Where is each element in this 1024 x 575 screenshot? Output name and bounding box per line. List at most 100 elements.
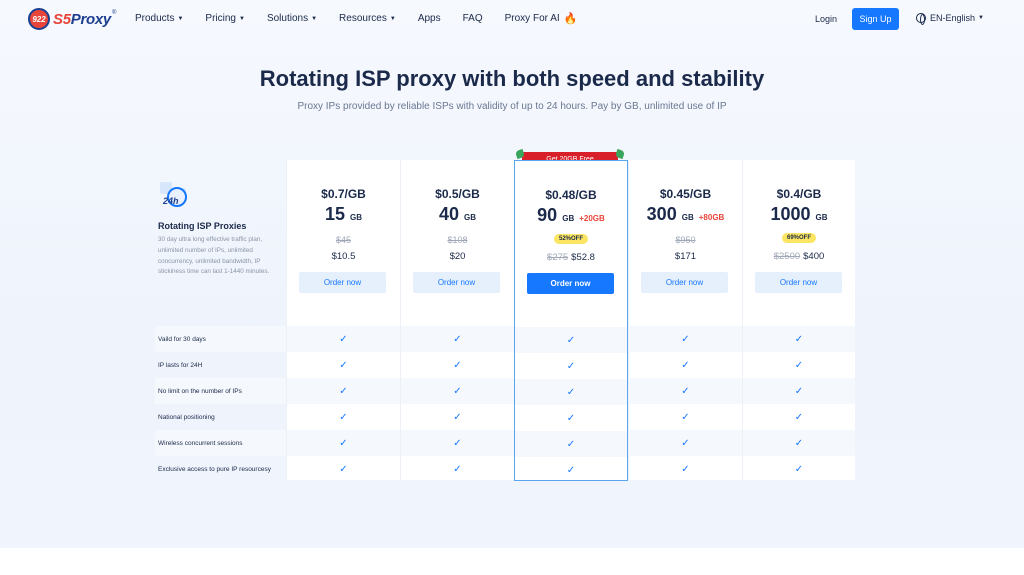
plan-original-price: $45 (335, 235, 352, 245)
check-icon: ✓ (743, 378, 855, 404)
product-info-column: 24h Rotating ISP Proxies 30 day ultra lo… (155, 160, 286, 480)
plan-feature-checks: ✓ ✓ ✓ ✓ ✓ ✓ (401, 326, 514, 482)
plan-current-price: $10.5 (331, 251, 356, 262)
check-icon: ✓ (339, 359, 348, 371)
nav-pricing[interactable]: Pricing ▼ (205, 13, 245, 24)
check-icon: ✓ (681, 463, 690, 475)
feature-label: Wireless concurrent sessions (155, 430, 286, 456)
check-icon: ✓ (681, 359, 690, 371)
check-icon: ✓ (401, 378, 514, 404)
plan-original-price: $950 (675, 235, 696, 245)
plan-card-15gb: $0.7/GB 15 GB $45 $10.5 Order now ✓ ✓ ✓ … (286, 160, 400, 480)
chevron-down-icon: ▼ (311, 15, 318, 22)
nav-apps[interactable]: Apps (417, 13, 441, 24)
plan-feature-checks: ✓ ✓ ✓ ✓ ✓ ✓ (515, 327, 627, 483)
discount-badge: 69%OFF (781, 233, 817, 243)
check-icon: ✓ (743, 326, 855, 352)
pricing-table: 24h Rotating ISP Proxies 30 day ultra lo… (155, 160, 855, 481)
plan-size: 40 GB (438, 204, 477, 224)
check-icon: ✓ (566, 360, 576, 372)
plan-card-300gb: $0.45/GB 300 GB +80GB $950 $171 Order no… (628, 160, 742, 480)
check-icon: ✓ (515, 379, 627, 405)
check-icon: ✓ (629, 430, 742, 456)
check-icon: ✓ (453, 463, 462, 475)
signup-button[interactable]: Sign Up (852, 8, 899, 30)
plan-price-per-gb: $0.5/GB (435, 187, 480, 201)
check-icon: ✓ (339, 411, 348, 423)
nav-products[interactable]: Products ▼ (135, 13, 184, 24)
nav-solutions[interactable]: Solutions ▼ (266, 13, 318, 24)
order-now-button[interactable]: Order now (413, 272, 500, 293)
feature-label: IP lasts for 24H (158, 361, 203, 369)
check-icon: ✓ (794, 463, 804, 475)
plan-price-per-gb: $0.7/GB (321, 187, 366, 201)
bonus-gb-label: +20GB (579, 214, 605, 223)
check-icon: ✓ (401, 326, 514, 352)
site-logo[interactable]: 922 S5Proxy ® (28, 8, 116, 30)
check-icon: ✓ (287, 430, 400, 456)
check-icon: ✓ (287, 326, 400, 352)
page-title: Rotating ISP proxy with both speed and s… (259, 66, 765, 91)
check-icon: ✓ (515, 327, 627, 353)
check-icon: ✓ (566, 464, 576, 476)
page-bottom-band (0, 548, 1024, 575)
nav-proxy-for-ai[interactable]: Proxy For AI 🔥 (504, 13, 578, 25)
order-now-button[interactable]: Order now (641, 272, 728, 293)
plan-price-per-gb: $0.4/GB (776, 187, 822, 201)
plan-feature-checks: ✓ ✓ ✓ ✓ ✓ ✓ (287, 326, 400, 482)
chevron-down-icon: ▼ (177, 15, 184, 22)
check-icon: ✓ (681, 411, 690, 423)
discount-badge: 52%OFF (553, 234, 589, 244)
feature-label: National positioning (158, 413, 215, 421)
chevron-down-icon: ▼ (239, 15, 245, 22)
product-name: Rotating ISP Proxies (158, 221, 247, 231)
order-now-button[interactable]: Order now (299, 272, 386, 293)
plan-original-price: $108 (447, 235, 468, 245)
logo-badge: 922 (28, 8, 50, 30)
check-icon: ✓ (453, 411, 462, 423)
product-description: 30 day ultra long effective traffic plan… (158, 236, 270, 276)
check-icon: ✓ (515, 431, 627, 457)
plan-size: 1000 GB (770, 204, 828, 224)
plan-size: 300 GB +80GB (646, 204, 725, 224)
fire-icon: 🔥 (563, 13, 578, 25)
logo-registered-mark: ® (111, 10, 117, 16)
check-icon: ✓ (401, 430, 514, 456)
order-now-button[interactable]: Order now (527, 273, 614, 294)
plan-feature-checks: ✓ ✓ ✓ ✓ ✓ ✓ (743, 326, 855, 482)
plan-current-price: $2500 $400 (773, 251, 825, 262)
chevron-down-icon: ▼ (978, 15, 984, 21)
login-link[interactable]: Login (815, 14, 838, 24)
feature-label: Exclusive access to pure IP resourcesy (158, 465, 271, 473)
feature-list: Vaild for 30 days IP lasts for 24H No li… (155, 326, 286, 482)
check-icon: ✓ (287, 378, 400, 404)
bonus-gb-label: +80GB (698, 213, 725, 222)
plan-current-price: $20 (449, 251, 466, 262)
plan-feature-checks: ✓ ✓ ✓ ✓ ✓ ✓ (629, 326, 742, 482)
clock-24h-icon: 24h (160, 182, 188, 210)
check-icon: ✓ (453, 359, 462, 371)
logo-text: S5Proxy (53, 10, 111, 28)
plan-price-per-gb: $0.48/GB (545, 188, 597, 202)
top-navbar: 922 S5Proxy ® Products ▼ Pricing ▼ Solutio… (0, 0, 1024, 38)
feature-label: No limit on the number of IPs (155, 378, 286, 404)
language-label: EN-English (930, 13, 976, 23)
plan-size: 90 GB +20GB (537, 205, 605, 225)
plan-card-90gb: $0.48/GB 90 GB +20GB 52%OFF $275 $52.8 Or… (514, 160, 628, 481)
page-subtitle: Proxy IPs provided by reliable ISPs with… (297, 101, 727, 112)
plan-card-1000gb: $0.4/GB 1000 GB 69%OFF $2500 $400 Order n… (742, 160, 855, 480)
nav-resources[interactable]: Resources ▼ (339, 13, 396, 24)
language-selector[interactable]: EN-English ▼ (916, 13, 984, 25)
nav-faq[interactable]: FAQ (462, 13, 483, 24)
check-icon: ✓ (743, 430, 855, 456)
plan-current-price: $275 $52.8 (547, 252, 595, 263)
check-icon: ✓ (794, 359, 804, 371)
plan-size: 15 GB (324, 204, 363, 224)
feature-label: Vaild for 30 days (155, 326, 286, 352)
plan-card-40gb: $0.5/GB 40 GB $108 $20 Order now ✓ ✓ ✓ ✓… (400, 160, 514, 480)
check-icon: ✓ (339, 463, 348, 475)
check-icon: ✓ (794, 411, 804, 423)
plan-price-per-gb: $0.45/GB (659, 187, 712, 201)
order-now-button[interactable]: Order now (755, 272, 842, 293)
main-nav: Products ▼ Pricing ▼ Solutions ▼ Resources ▼… (135, 12, 599, 25)
